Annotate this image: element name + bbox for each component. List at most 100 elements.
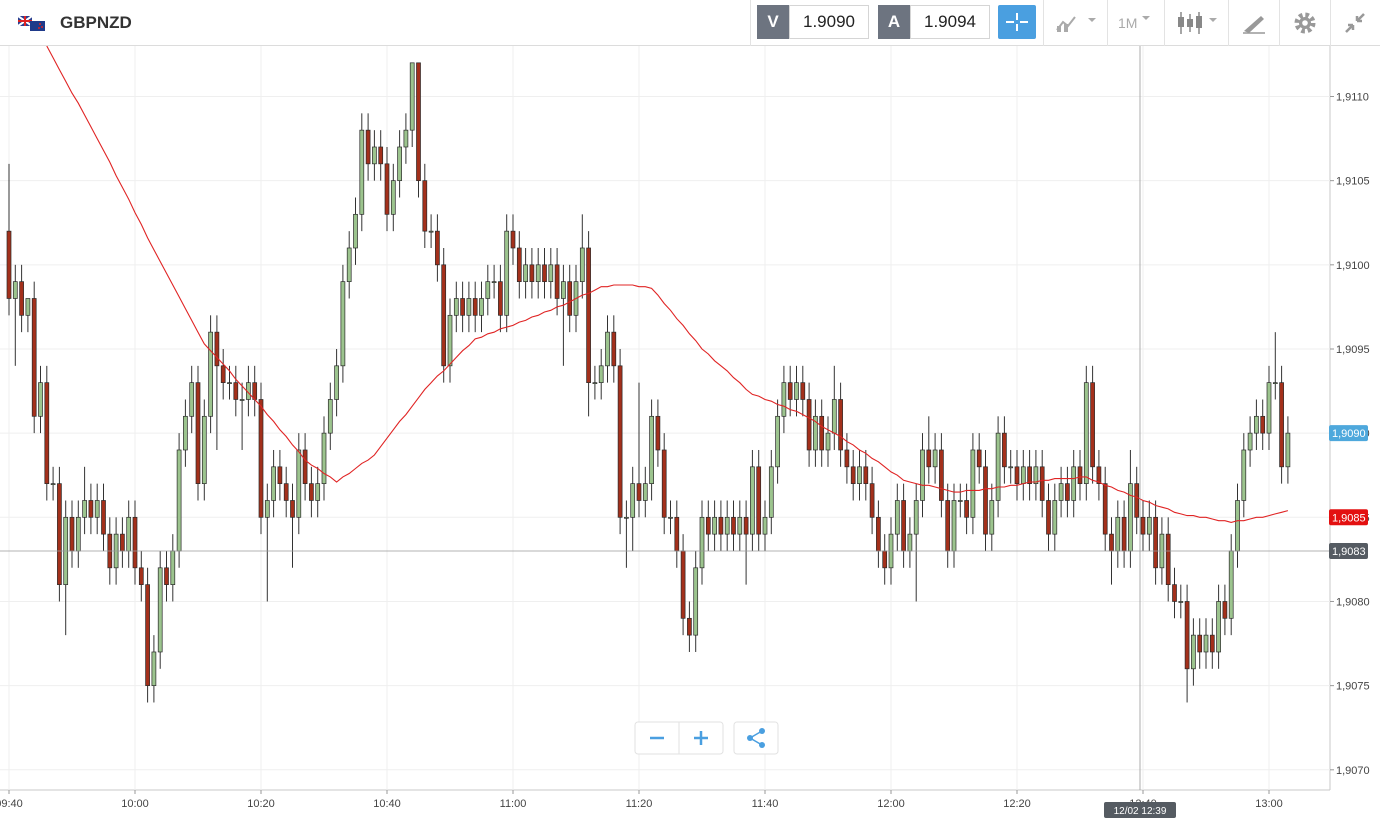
candle-body <box>630 483 636 518</box>
candle-body <box>485 281 491 299</box>
timeframe[interactable]: 1M <box>1118 15 1138 31</box>
candle-body <box>372 146 377 165</box>
candle-body <box>1039 466 1045 501</box>
candle-body <box>705 516 711 535</box>
candle-body <box>1184 601 1190 670</box>
candle-body <box>674 516 680 552</box>
share-button[interactable] <box>733 721 779 755</box>
candle-body <box>25 298 31 316</box>
candle-body <box>939 449 944 501</box>
candle-body <box>1165 533 1171 585</box>
candle-body <box>598 365 604 384</box>
candle-body <box>750 466 755 535</box>
candle-body <box>1266 382 1272 434</box>
bid-label[interactable]: V <box>757 5 789 39</box>
candle-body <box>151 651 157 686</box>
candle-body <box>869 483 875 518</box>
candle-body <box>825 432 831 451</box>
zoom-in-button[interactable] <box>694 731 708 745</box>
candle-body <box>12 281 18 299</box>
candle-body <box>586 247 591 384</box>
candle-body <box>579 247 585 283</box>
bid-value[interactable]: 1.9090 <box>789 5 869 39</box>
candle-body <box>806 399 812 451</box>
candle-body <box>170 550 176 585</box>
candle-body <box>157 567 163 653</box>
candle-body <box>1077 466 1083 484</box>
candle-body <box>38 382 43 417</box>
candle-body <box>327 399 333 434</box>
candle-body <box>101 500 106 535</box>
separator <box>1279 0 1280 46</box>
candle-type-button[interactable] <box>1176 10 1222 36</box>
x-tick-label: 13:00 <box>1255 798 1283 810</box>
candle-body <box>642 483 648 501</box>
chart: 1,9070 1,9075 1,9080 1,9085 1,9090 1,9095 1,91… <box>0 46 1370 818</box>
crosshair-button[interactable] <box>998 5 1036 39</box>
zoom-controls <box>634 721 779 755</box>
candle-body <box>296 449 302 518</box>
candle-body <box>661 449 667 518</box>
candle-body <box>132 516 138 569</box>
candle-body <box>668 516 673 519</box>
candle-body <box>1235 500 1240 552</box>
chart-type-button[interactable] <box>1055 12 1100 34</box>
candle-body <box>31 298 37 417</box>
candle-body <box>1121 516 1127 552</box>
candle-body <box>1197 634 1203 653</box>
candle-body <box>1153 516 1158 569</box>
candle-body <box>435 230 440 266</box>
ask-label[interactable]: A <box>878 5 910 39</box>
candle-body <box>460 298 465 316</box>
draw-button[interactable] <box>1241 11 1267 35</box>
candle-body <box>989 500 995 535</box>
candle-body <box>1027 466 1032 484</box>
candle-body <box>649 415 654 484</box>
candle-body <box>1279 382 1284 468</box>
candle-body <box>1241 449 1247 501</box>
candle-body <box>126 516 132 552</box>
candle-body <box>535 264 541 283</box>
share-icon <box>747 728 765 748</box>
candle-body <box>605 331 610 367</box>
x-tick-label: 10:20 <box>247 798 275 810</box>
candle-body <box>422 180 428 232</box>
candle-body <box>1058 483 1064 501</box>
price-label-box <box>1329 425 1368 442</box>
ask-value[interactable]: 1.9094 <box>910 5 990 39</box>
separator <box>1228 0 1229 46</box>
price-label-box <box>1329 509 1368 526</box>
candle-body <box>201 415 207 484</box>
candle-body <box>258 399 264 518</box>
candle-body <box>82 500 87 518</box>
candle-body <box>592 382 598 385</box>
x-tick-label: 11:20 <box>626 798 653 810</box>
collapse-button[interactable] <box>1342 10 1368 36</box>
settings-button[interactable] <box>1292 10 1318 36</box>
candle-body <box>1272 382 1278 385</box>
candle-body <box>120 533 125 552</box>
candle-body <box>529 264 535 283</box>
candle-body <box>365 129 371 165</box>
candle-body <box>731 516 736 535</box>
candle-body <box>309 483 314 501</box>
candle-body <box>1216 601 1221 653</box>
candle-body <box>252 382 258 400</box>
candle-body <box>1008 466 1014 469</box>
candle-body <box>1254 415 1259 434</box>
y-tick-label: 1,9105 <box>1336 176 1370 188</box>
candle-body <box>857 466 862 484</box>
candle-body <box>183 415 188 451</box>
candle-body <box>315 483 321 501</box>
candle-body <box>920 449 925 501</box>
candle-body <box>561 281 566 299</box>
candle-body <box>611 331 617 367</box>
candle-body <box>970 449 976 518</box>
candle-body <box>466 298 472 316</box>
x-tick-label: 11:00 <box>500 798 527 810</box>
candle-body <box>1128 483 1133 552</box>
candle-body <box>624 516 629 519</box>
candle-body <box>447 314 453 367</box>
candle-body <box>838 399 843 451</box>
